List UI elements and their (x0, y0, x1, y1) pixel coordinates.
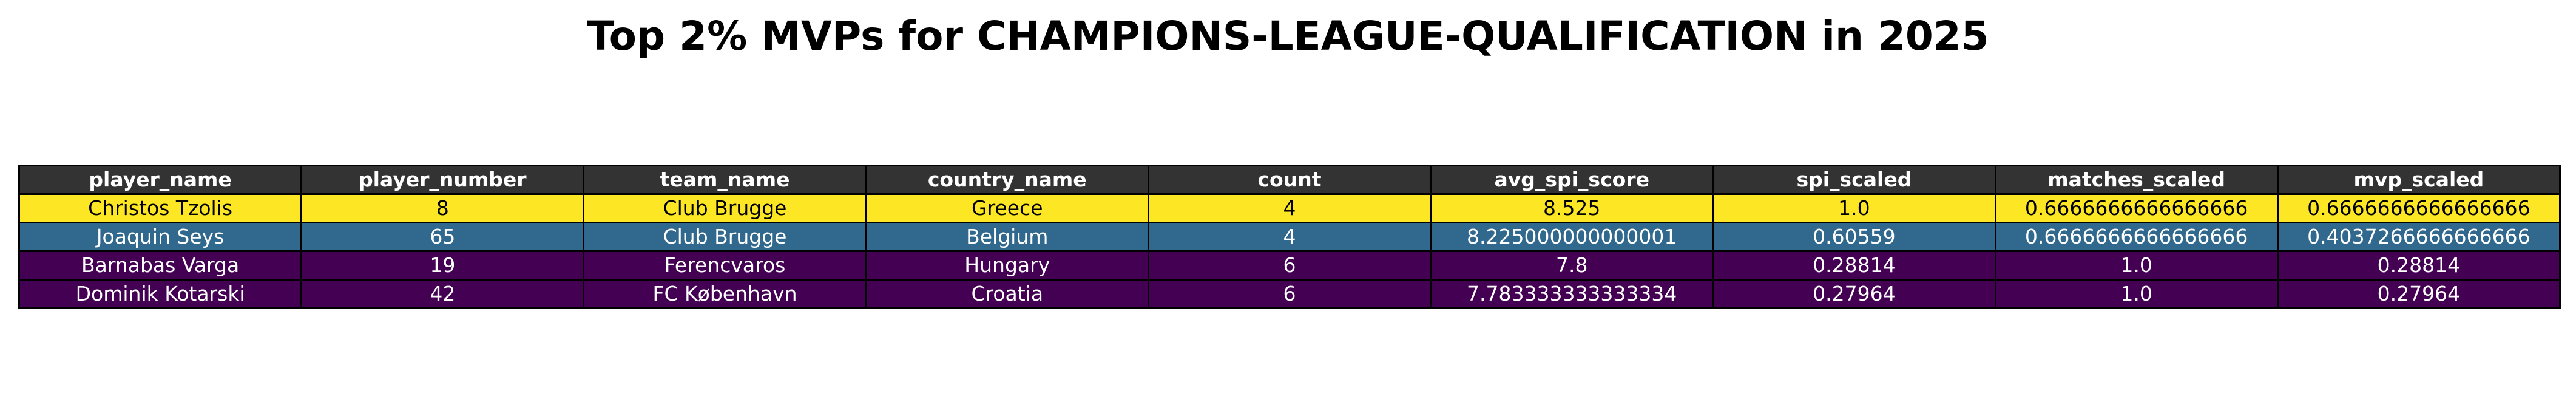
table-cell: Hungary (865, 250, 1149, 281)
table-cell: Croatia (865, 279, 1149, 309)
table-cell: 0.6666666666666666 (1994, 193, 2279, 223)
table-cell: 0.27964 (2276, 279, 2561, 309)
table-cell: 0.4037266666666666 (2276, 222, 2561, 252)
table-cell: 65 (300, 222, 585, 252)
table-cell: Joaquin Seys (18, 222, 303, 252)
table-cell: 4 (1147, 222, 1432, 252)
table-cell: 42 (300, 279, 585, 309)
table-cell: Ferencvaros (583, 250, 867, 281)
column-header: player_name (18, 165, 303, 195)
table-cell: Barnabas Varga (18, 250, 303, 281)
column-header: matches_scaled (1994, 165, 2279, 195)
table-cell: 0.28814 (2276, 250, 2561, 281)
table-cell: Dominik Kotarski (18, 279, 303, 309)
table-cell: FC København (583, 279, 867, 309)
table-cell: 4 (1147, 193, 1432, 223)
mvp-table: player_name player_number team_name coun… (18, 165, 2561, 309)
table-cell: Belgium (865, 222, 1149, 252)
column-header: mvp_scaled (2276, 165, 2561, 195)
chart-title: Top 2% MVPs for CHAMPIONS-LEAGUE-QUALIFI… (587, 13, 1989, 60)
table-cell: 8.225000000000001 (1430, 222, 1714, 252)
column-header: count (1147, 165, 1432, 195)
table-cell: Club Brugge (583, 222, 867, 252)
table-cell: 1.0 (1712, 193, 1996, 223)
column-header: player_number (300, 165, 585, 195)
table-cell: Club Brugge (583, 193, 867, 223)
table-header-row: player_name player_number team_name coun… (18, 165, 2561, 195)
table-cell: 0.6666666666666666 (2276, 193, 2561, 223)
table-cell: 6 (1147, 250, 1432, 281)
column-header: spi_scaled (1712, 165, 1996, 195)
table-cell: 0.27964 (1712, 279, 1996, 309)
table-cell: 0.6666666666666666 (1994, 222, 2279, 252)
table-cell: 1.0 (1994, 279, 2279, 309)
table-cell: 1.0 (1994, 250, 2279, 281)
table-cell: Christos Tzolis (18, 193, 303, 223)
table-cell: 7.783333333333334 (1430, 279, 1714, 309)
table-cell: 0.28814 (1712, 250, 1996, 281)
column-header: avg_spi_score (1430, 165, 1714, 195)
table-row: Dominik Kotarski 42 FC København Croatia… (18, 279, 2561, 309)
table-cell: 7.8 (1430, 250, 1714, 281)
table-cell: Greece (865, 193, 1149, 223)
table-cell: 8 (300, 193, 585, 223)
column-header: country_name (865, 165, 1149, 195)
table-cell: 0.60559 (1712, 222, 1996, 252)
table-cell: 8.525 (1430, 193, 1714, 223)
table-cell: 19 (300, 250, 585, 281)
table-cell: 6 (1147, 279, 1432, 309)
table-row: Christos Tzolis 8 Club Brugge Greece 4 8… (18, 193, 2561, 223)
column-header: team_name (583, 165, 867, 195)
table-row: Barnabas Varga 19 Ferencvaros Hungary 6 … (18, 250, 2561, 281)
table-row: Joaquin Seys 65 Club Brugge Belgium 4 8.… (18, 222, 2561, 252)
